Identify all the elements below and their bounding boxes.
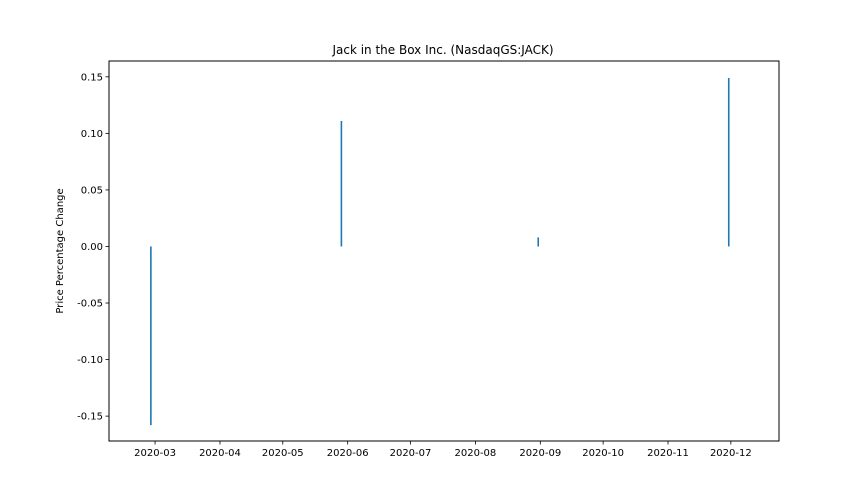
bars	[150, 77, 730, 426]
bar-2020-02-28	[150, 246, 152, 426]
y-tick-label: 0.05	[81, 185, 103, 196]
x-tick-label: 2020-07	[390, 448, 432, 459]
x-tick-label: 2020-10	[582, 448, 624, 459]
x-tick-label: 2020-12	[710, 448, 752, 459]
x-tick-label: 2020-04	[199, 448, 241, 459]
y-tick-label: 0.10	[81, 129, 103, 140]
bar-2020-05-29	[340, 120, 343, 247]
x-tick-label: 2020-03	[134, 448, 176, 459]
bar-2020-11-30	[727, 77, 730, 247]
x-tick-label: 2020-06	[327, 448, 369, 459]
x-tick-label: 2020-08	[455, 448, 497, 459]
plot-frame	[108, 60, 780, 442]
x-tick-label: 2020-09	[519, 448, 561, 459]
x-tick-label: 2020-11	[647, 448, 689, 459]
y-tick-label: -0.05	[77, 299, 103, 310]
x-tick-label: 2020-05	[262, 448, 304, 459]
x-ticks: 2020-03 2020-04 2020-05 2020-06 2020-07 2020-…	[134, 441, 752, 459]
chart-title: Jack in the Box Inc. (NasdaqGS:JACK)	[331, 43, 553, 57]
y-ticks: -0.15 -0.10 -0.05 0.00 0.05 0.10 0.15	[77, 72, 109, 423]
y-tick-label: 0.00	[81, 242, 103, 253]
y-tick-label: -0.15	[77, 412, 103, 423]
bar-2020-08-31	[537, 237, 540, 247]
y-axis-label: Price Percentage Change	[55, 188, 66, 313]
y-tick-label: 0.15	[81, 72, 103, 83]
y-tick-label: -0.10	[77, 355, 103, 366]
